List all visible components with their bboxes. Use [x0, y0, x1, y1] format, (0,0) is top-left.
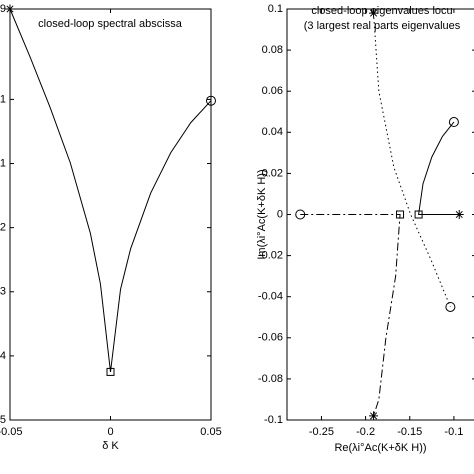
y-tick-label: 5	[0, 414, 6, 426]
x-axis-label: δ K	[102, 440, 119, 452]
circle-marker	[295, 209, 306, 220]
x-tick-label: -0.05	[0, 426, 23, 438]
chart-title: closed-loop spectral abscissa	[38, 18, 183, 30]
y-tick-label: .1	[0, 93, 6, 105]
y-tick-label: 0	[277, 208, 283, 220]
x-tick-label: -0.2	[356, 426, 375, 438]
circle-marker	[445, 301, 456, 312]
y-axis-label: Im(λi°Ac(K+δK H))	[256, 169, 268, 259]
y-tick-label: 4	[0, 350, 6, 362]
series-line	[9, 8, 212, 372]
y-tick-label: 0.06	[262, 85, 283, 97]
y-tick-label: 0.02	[262, 167, 283, 179]
star-marker	[369, 8, 379, 18]
x-tick-label: -0.1	[444, 426, 463, 438]
square-marker	[106, 367, 115, 376]
y-tick-label: -0.08	[258, 373, 283, 385]
plot-area	[9, 8, 212, 421]
y-tick-label: 2	[0, 222, 6, 234]
y-tick-label: 1	[0, 157, 6, 169]
y-tick-label: 9	[0, 3, 6, 15]
x-tick-label: 0	[107, 426, 113, 438]
x-tick-label: -0.15	[397, 426, 422, 438]
star-marker	[369, 411, 379, 421]
y-tick-label: 0.04	[262, 126, 283, 138]
circle-marker	[206, 95, 216, 106]
square-marker	[414, 210, 423, 219]
square-marker	[396, 210, 405, 219]
y-tick-label: 0.1	[268, 3, 283, 15]
chart-title: closed-loop eigenvalues locu	[311, 5, 452, 17]
x-tick-label: 0.05	[200, 426, 221, 438]
x-axis-label: Re(λi°Ac(K+δK H))	[334, 442, 426, 454]
y-tick-label: 3	[0, 286, 6, 298]
y-tick-label: -0.1	[264, 414, 283, 426]
x-tick-label: -0.25	[309, 426, 334, 438]
series-line	[373, 13, 451, 308]
chart-title: (3 largest real parts eigenvalues	[304, 20, 461, 32]
series-line	[300, 214, 401, 417]
y-tick-label: -0.04	[258, 291, 283, 303]
y-tick-label: 0.08	[262, 44, 283, 56]
y-tick-label: -0.06	[258, 332, 283, 344]
star-marker	[454, 210, 464, 219]
y-tick-label: -0.02	[258, 250, 283, 262]
star-marker	[5, 4, 15, 14]
series-line	[418, 121, 460, 215]
circle-marker	[448, 117, 459, 128]
